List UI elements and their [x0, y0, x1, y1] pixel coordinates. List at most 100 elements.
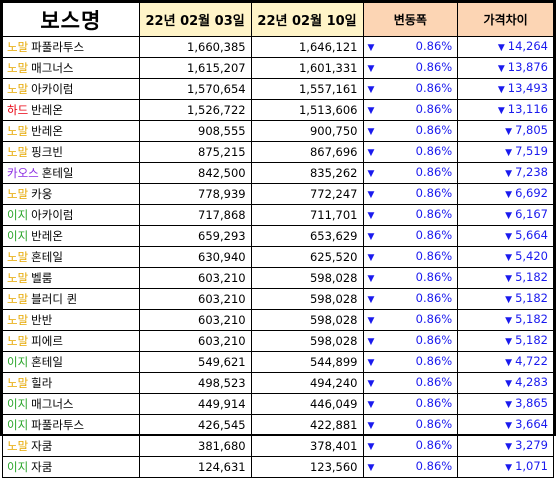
change-cell-value: 0.86%	[415, 459, 453, 473]
price-date-1: 381,680	[138, 435, 252, 457]
gap-cell-value: 1,071	[515, 459, 548, 473]
price-date-2: 598,028	[250, 309, 364, 331]
change-cell-value: 0.86%	[415, 60, 453, 74]
price-date-1-value: 549,621	[198, 355, 246, 369]
difficulty-label: 노말	[7, 250, 29, 264]
down-triangle-icon: ▼	[367, 253, 375, 263]
price-date-2-value: 1,601,331	[298, 61, 358, 75]
down-triangle-icon: ▼	[367, 232, 375, 242]
table-row: 카오스 혼테일 842,500 835,262 ▼ 0.86% ▼ 7,238	[2, 162, 554, 184]
change-cell: ▼ 0.86%	[362, 372, 459, 394]
change-cell: ▼ 0.86%	[362, 330, 459, 352]
header-date-2: 22년 02월 10일	[250, 2, 364, 37]
difficulty-label: 노말	[7, 124, 29, 138]
down-triangle-icon: ▼	[367, 463, 375, 473]
price-date-2: 544,899	[250, 351, 364, 373]
down-triangle-icon: ▼	[505, 442, 513, 452]
price-date-1-value: 1,660,385	[187, 40, 246, 54]
price-date-2: 653,629	[250, 225, 364, 247]
boss-name: 피에르	[31, 334, 63, 348]
header-date-1: 22년 02월 03일	[138, 2, 252, 37]
change-cell-value: 0.86%	[415, 270, 453, 284]
price-date-1-value: 630,940	[198, 250, 246, 264]
price-date-1: 908,555	[138, 120, 252, 142]
change-cell: ▼ 0.86%	[362, 120, 459, 142]
price-date-1-value: 498,523	[198, 376, 246, 390]
down-triangle-icon: ▼	[367, 295, 375, 305]
down-triangle-icon: ▼	[367, 64, 375, 74]
price-date-2: 378,401	[250, 435, 364, 457]
boss-cell: 노말 반레온	[2, 120, 140, 142]
change-cell: ▼ 0.86%	[362, 162, 459, 184]
boss-cell: 이지 파풀라투스	[2, 414, 140, 436]
down-triangle-icon: ▼	[367, 358, 375, 368]
change-cell-value: 0.86%	[415, 39, 453, 53]
boss-name: 혼테일	[41, 166, 74, 180]
gap-cell: ▼ 13,876	[457, 57, 554, 79]
table-row: 이지 매그너스 449,914 446,049 ▼ 0.86% ▼ 3,865	[2, 393, 554, 415]
gap-cell-value: 14,264	[507, 39, 548, 53]
change-cell: ▼ 0.86%	[362, 36, 459, 58]
down-triangle-icon: ▼	[505, 379, 513, 389]
table-row: 노말 카웅 778,939 772,247 ▼ 0.86% ▼ 6,692	[2, 183, 554, 205]
change-cell: ▼ 0.86%	[362, 246, 459, 268]
price-date-1-value: 603,210	[198, 313, 246, 327]
boss-name: 반레온	[31, 103, 63, 117]
price-date-2-value: 598,028	[309, 271, 358, 285]
gap-cell: ▼ 5,420	[457, 246, 554, 268]
price-date-1: 426,545	[138, 414, 252, 436]
table-row: 노말 힐라 498,523 494,240 ▼ 0.86% ▼ 4,283	[2, 372, 554, 394]
table-row: 이지 자쿰 124,631 123,560 ▼ 0.86% ▼ 1,071	[2, 456, 554, 478]
price-date-2-value: 867,696	[309, 145, 358, 159]
gap-cell: ▼ 3,279	[457, 435, 554, 457]
boss-name: 자쿰	[31, 439, 53, 453]
change-cell: ▼ 0.86%	[362, 183, 459, 205]
price-date-2-value: 598,028	[309, 292, 358, 306]
gap-cell-value: 7,805	[515, 123, 548, 137]
boss-cell: 노말 자쿰	[2, 435, 140, 457]
change-cell: ▼ 0.86%	[362, 204, 459, 226]
table-row: 노말 파풀라투스 1,660,385 1,646,121 ▼ 0.86% ▼ 14,264	[2, 36, 554, 58]
gap-cell: ▼ 4,283	[457, 372, 554, 394]
price-date-1-value: 381,680	[198, 439, 246, 453]
price-date-2-value: 653,629	[309, 229, 358, 243]
gap-cell: ▼ 5,664	[457, 225, 554, 247]
table-row: 이지 반레온 659,293 653,629 ▼ 0.86% ▼ 5,664	[2, 225, 554, 247]
boss-name: 아카이럼	[31, 208, 74, 222]
price-date-1: 1,660,385	[138, 36, 252, 58]
difficulty-label: 노말	[7, 187, 29, 201]
price-date-2: 598,028	[250, 267, 364, 289]
price-date-2-value: 422,881	[309, 418, 358, 432]
down-triangle-icon: ▼	[367, 43, 375, 53]
boss-cell: 노말 힐라	[2, 372, 140, 394]
down-triangle-icon: ▼	[505, 400, 513, 410]
change-cell: ▼ 0.86%	[362, 78, 459, 100]
price-date-1: 1,615,207	[138, 57, 252, 79]
change-cell-value: 0.86%	[415, 375, 453, 389]
boss-name: 매그너스	[31, 397, 74, 411]
boss-cell: 노말 블러디 퀸	[2, 288, 140, 310]
price-date-2-value: 1,513,606	[298, 103, 358, 117]
difficulty-label: 노말	[7, 271, 29, 285]
gap-cell-value: 4,722	[515, 354, 548, 368]
table-row: 노말 아카이럼 1,570,654 1,557,161 ▼ 0.86% ▼ 13,493	[2, 78, 554, 100]
gap-cell: ▼ 6,692	[457, 183, 554, 205]
price-date-2-value: 598,028	[309, 334, 358, 348]
gap-cell-value: 5,182	[515, 333, 548, 347]
down-triangle-icon: ▼	[505, 274, 513, 284]
gap-cell: ▼ 5,182	[457, 330, 554, 352]
gap-cell: ▼ 14,264	[457, 36, 554, 58]
gap-cell-value: 5,182	[515, 270, 548, 284]
down-triangle-icon: ▼	[367, 421, 375, 431]
change-cell-value: 0.86%	[415, 438, 453, 452]
gap-cell: ▼ 5,182	[457, 309, 554, 331]
change-cell: ▼ 0.86%	[362, 288, 459, 310]
price-date-2: 625,520	[250, 246, 364, 268]
gap-cell: ▼ 7,805	[457, 120, 554, 142]
price-date-1: 124,631	[138, 456, 252, 478]
price-date-1: 842,500	[138, 162, 252, 184]
price-date-1: 498,523	[138, 372, 252, 394]
price-date-2-value: 900,750	[309, 124, 358, 138]
difficulty-label: 노말	[7, 439, 29, 453]
